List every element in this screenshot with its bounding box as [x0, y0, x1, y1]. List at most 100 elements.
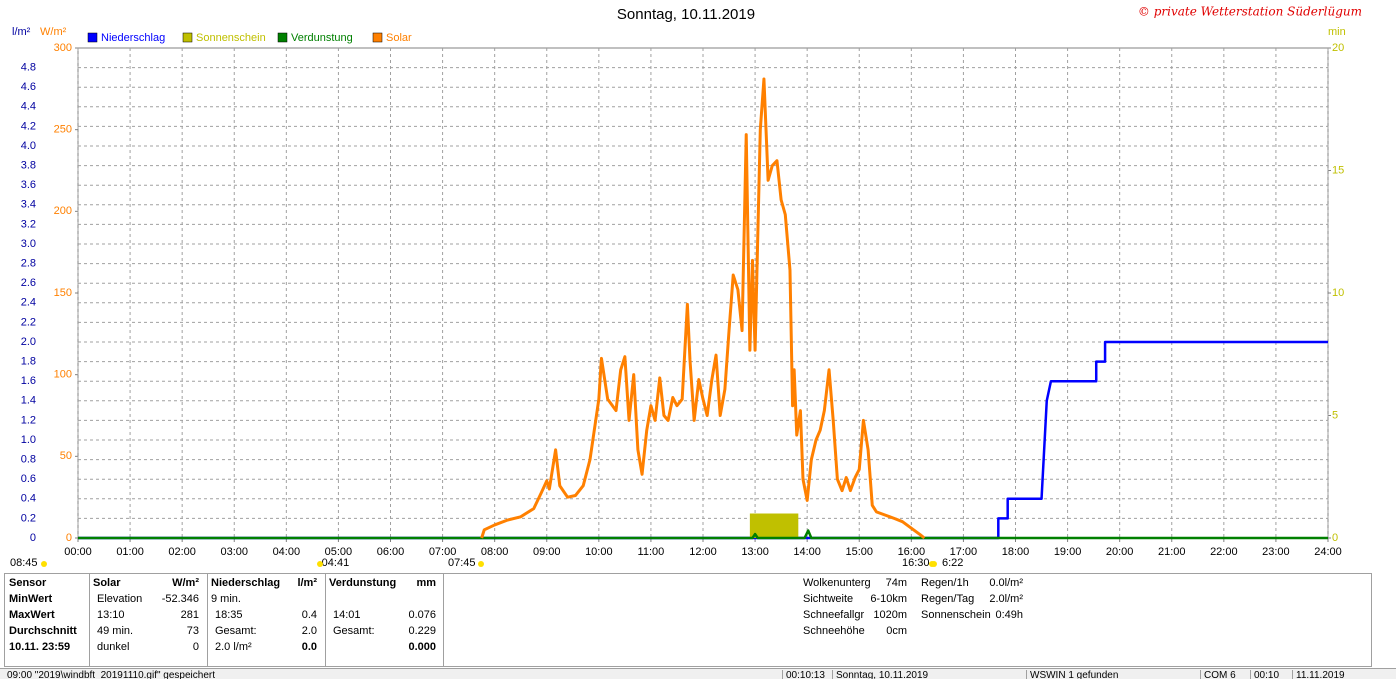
column-unit: W/m²: [172, 577, 199, 589]
y-unit: l/m²: [12, 26, 31, 38]
info-value: 2.0l/m²: [989, 593, 1023, 605]
y3-tick-label: 5: [1332, 409, 1338, 421]
cell-label: 49 min.: [97, 625, 134, 637]
legend-swatch: [372, 32, 383, 43]
cell-value: 0.0: [301, 641, 317, 653]
x-tick-label: 19:00: [1054, 546, 1082, 558]
y-tick-label: 1.2: [21, 414, 36, 426]
x-tick-label: 20:00: [1106, 546, 1134, 558]
cell-value: 0.229: [408, 625, 436, 637]
x-tick-label: 15:00: [845, 546, 873, 558]
legend-swatch: [277, 32, 288, 43]
sunshine-bar: [749, 513, 799, 538]
y-tick-label: 1.4: [21, 395, 36, 407]
column-separator: [207, 574, 208, 666]
x-tick-label: 06:00: [377, 546, 405, 558]
x-tick-label: 16:00: [898, 546, 926, 558]
y-tick-label: 4.6: [21, 81, 36, 93]
cell-value: 0.4: [301, 609, 317, 621]
status-field: 00:10: [1250, 670, 1279, 679]
sun-marker: [478, 561, 484, 567]
y2-tick-label: 250: [54, 124, 72, 136]
column-unit: mm: [416, 577, 436, 589]
legend-label: Verdunstung: [291, 32, 353, 44]
y-tick-label: 2.2: [21, 316, 36, 328]
y2-tick-label: 100: [54, 369, 72, 381]
legend-label: Niederschlag: [101, 32, 165, 44]
cell-value: 281: [180, 609, 199, 621]
cell-label: 14:01: [333, 609, 361, 621]
column-header: Solar: [93, 577, 121, 589]
series-line: [78, 340, 1328, 540]
cell-label: 2.0 l/m²: [215, 641, 252, 653]
x-tick-label: 10:00: [585, 546, 613, 558]
x-tick-label: 22:00: [1210, 546, 1238, 558]
sun-marker: [317, 561, 323, 567]
y-tick-label: 3.6: [21, 179, 36, 191]
series-line: [480, 77, 926, 540]
info-label: Sichtweite: [803, 593, 854, 605]
y-tick-label: 4.8: [21, 62, 36, 74]
info-label: Wolkenunterg: [803, 577, 871, 589]
y-tick-label: 1.8: [21, 356, 36, 368]
cell-value: 0: [192, 641, 199, 653]
y-tick-label: 2.8: [21, 258, 36, 270]
cell-value: 2.0: [301, 625, 317, 637]
info-label: Schneehöhe: [803, 625, 865, 637]
row-label: Durchschnitt: [9, 625, 77, 637]
info-label: Schneefallgr: [803, 609, 865, 621]
column-separator: [89, 574, 90, 666]
x-tick-label: 08:00: [481, 546, 509, 558]
y2-tick-label: 150: [54, 287, 72, 299]
y-tick-label: 0.6: [21, 473, 36, 485]
y-tick-label: 1.6: [21, 375, 36, 387]
y2-unit: W/m²: [40, 26, 67, 38]
x-tick-label: 07:00: [429, 546, 457, 558]
y-tick-label: 0.4: [21, 493, 36, 505]
x-tick-label: 01:00: [116, 546, 144, 558]
cell-label: Gesamt:: [215, 625, 257, 637]
copyright: © private Wetterstation Süderlügum: [1138, 5, 1362, 19]
x-tick-label: 05:00: [325, 546, 353, 558]
cell-label: dunkel: [97, 641, 130, 653]
y-tick-label: 1.0: [21, 434, 36, 446]
y3-tick-label: 15: [1332, 164, 1344, 176]
sun-marker: [41, 561, 47, 567]
status-bar: 09:00 "2019\windbft_20191110.gif" gespei…: [0, 668, 1396, 679]
y2-tick-label: 50: [60, 450, 72, 462]
x-tick-label: 11:00: [638, 546, 665, 558]
column-header: Niederschlag: [211, 577, 281, 589]
x-tick-label: 02:00: [168, 546, 196, 558]
x-tick-label: 21:00: [1158, 546, 1186, 558]
info-value: 0cm: [886, 625, 907, 637]
y2-tick-label: 300: [54, 42, 72, 54]
y-tick-label: 4.4: [21, 101, 36, 113]
sun-annotation: 07:45: [448, 557, 476, 569]
sun-marker: [929, 561, 935, 567]
y-tick-label: 2.4: [21, 297, 36, 309]
column-unit: l/m²: [297, 577, 317, 589]
status-field: WSWIN 1 gefunden: [1026, 670, 1118, 679]
chart-title: Sonntag, 10.11.2019: [617, 6, 755, 23]
cell-label: Gesamt:: [333, 625, 375, 637]
cell-label: 9 min.: [211, 593, 241, 605]
column-separator: [325, 574, 326, 666]
y-tick-label: 2.0: [21, 336, 36, 348]
cell-value: 0.076: [408, 609, 436, 621]
legend-swatch: [87, 32, 98, 43]
cell-value: 0.000: [408, 641, 436, 653]
cell-value: 73: [186, 625, 199, 637]
status-field: 00:10:13: [782, 670, 825, 679]
x-tick-label: 14:00: [793, 546, 821, 558]
x-tick-label: 03:00: [220, 546, 248, 558]
x-tick-label: 24:00: [1314, 546, 1342, 558]
y-tick-label: 0: [30, 532, 36, 544]
x-tick-label: 23:00: [1262, 546, 1290, 558]
column-separator: [443, 574, 444, 666]
y-tick-label: 3.2: [21, 218, 36, 230]
status-field: 11.11.2019: [1292, 670, 1345, 679]
row-label: MinWert: [9, 593, 53, 605]
status-field: 09:00 "2019\windbft_20191110.gif" gespei…: [7, 670, 215, 679]
x-tick-label: 13:00: [741, 546, 769, 558]
y-tick-label: 4.2: [21, 120, 36, 132]
